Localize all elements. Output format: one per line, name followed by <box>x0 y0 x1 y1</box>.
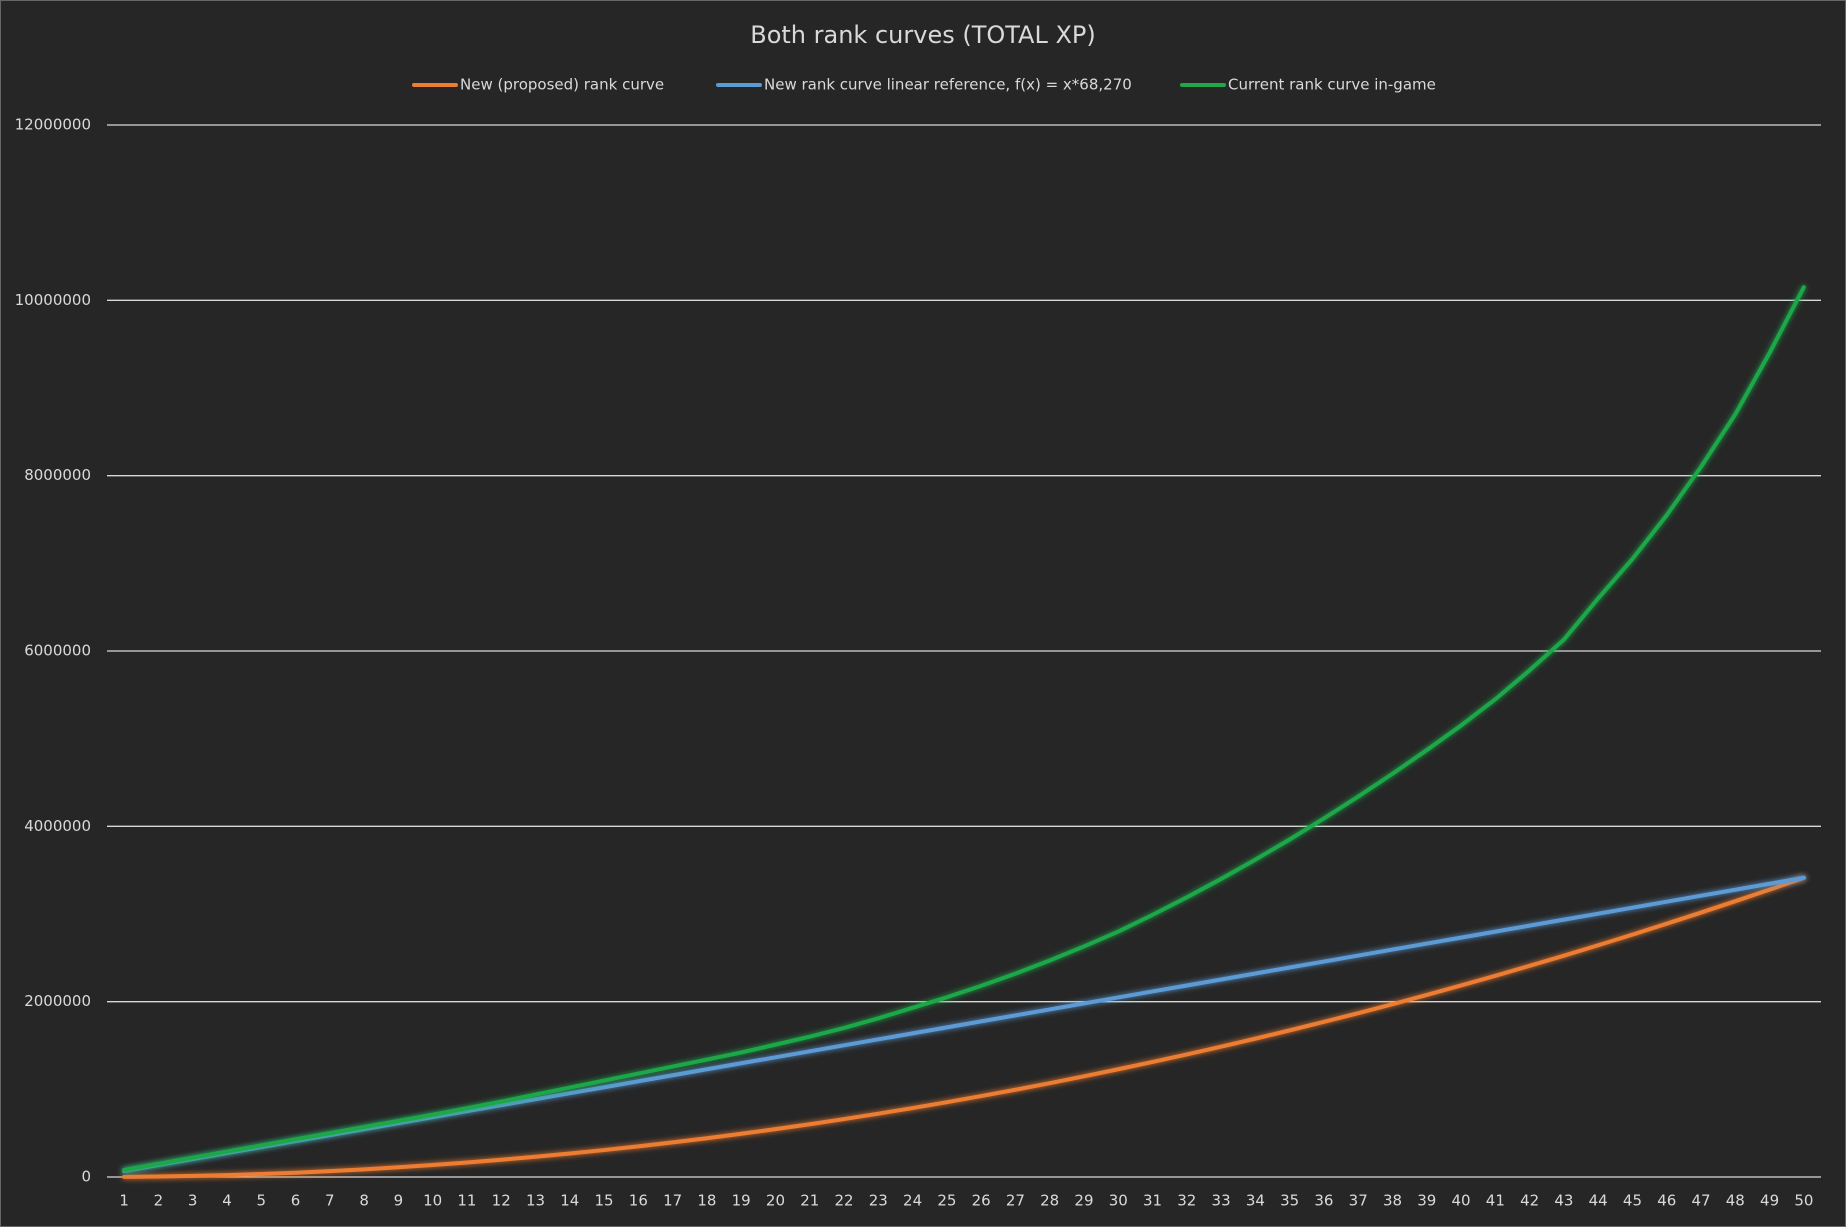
chart-title: Both rank curves (TOTAL XP) <box>750 21 1096 49</box>
series-line <box>122 285 1806 1172</box>
x-tick-label: 33 <box>1212 1192 1231 1210</box>
x-tick-label: 7 <box>325 1192 335 1210</box>
x-tick-label: 25 <box>937 1192 956 1210</box>
x-tick-label: 1 <box>119 1192 129 1210</box>
x-tick-label: 18 <box>697 1192 716 1210</box>
x-tick-label: 17 <box>663 1192 682 1210</box>
x-tick-label: 8 <box>359 1192 369 1210</box>
x-tick-label: 5 <box>256 1192 266 1210</box>
x-tick-label: 10 <box>423 1192 442 1210</box>
x-tick-label: 4 <box>222 1192 232 1210</box>
x-tick-label: 41 <box>1486 1192 1505 1210</box>
x-tick-label: 42 <box>1520 1192 1539 1210</box>
x-tick-label: 34 <box>1246 1192 1265 1210</box>
series-line <box>122 875 1806 1179</box>
x-tick-label: 43 <box>1554 1192 1573 1210</box>
x-tick-label: 13 <box>526 1192 545 1210</box>
y-tick-label: 0 <box>81 1168 91 1186</box>
x-tick-label: 29 <box>1074 1192 1093 1210</box>
x-tick-label: 23 <box>869 1192 888 1210</box>
x-tick-label: 19 <box>732 1192 751 1210</box>
series-line <box>122 875 1806 1174</box>
x-tick-label: 44 <box>1589 1192 1608 1210</box>
x-tick-label: 11 <box>457 1192 476 1210</box>
x-tick-label: 20 <box>766 1192 785 1210</box>
y-tick-label: 6000000 <box>24 642 91 660</box>
x-tick-label: 37 <box>1349 1192 1368 1210</box>
legend-label: New (proposed) rank curve <box>460 76 664 94</box>
legend-label: Current rank curve in-game <box>1228 76 1436 94</box>
x-tick-label: 49 <box>1760 1192 1779 1210</box>
x-tick-label: 26 <box>972 1192 991 1210</box>
x-tick-label: 35 <box>1280 1192 1299 1210</box>
x-tick-label: 32 <box>1177 1192 1196 1210</box>
x-tick-label: 9 <box>394 1192 404 1210</box>
y-tick-label: 2000000 <box>24 992 91 1010</box>
x-tick-label: 38 <box>1383 1192 1402 1210</box>
x-tick-label: 47 <box>1691 1192 1710 1210</box>
y-tick-label: 8000000 <box>24 466 91 484</box>
x-tick-label: 2 <box>154 1192 164 1210</box>
y-tick-label: 12000000 <box>15 116 91 134</box>
x-tick-label: 15 <box>595 1192 614 1210</box>
x-tick-label: 31 <box>1143 1192 1162 1210</box>
x-tick-label: 22 <box>834 1192 853 1210</box>
x-tick-label: 6 <box>291 1192 301 1210</box>
x-tick-label: 14 <box>560 1192 579 1210</box>
x-tick-label: 21 <box>800 1192 819 1210</box>
x-tick-label: 39 <box>1417 1192 1436 1210</box>
x-tick-label: 28 <box>1040 1192 1059 1210</box>
y-tick-label: 10000000 <box>15 291 91 309</box>
x-tick-label: 40 <box>1452 1192 1471 1210</box>
x-tick-label: 16 <box>629 1192 648 1210</box>
legend-label: New rank curve linear reference, f(x) = … <box>764 76 1132 94</box>
x-tick-label: 46 <box>1657 1192 1676 1210</box>
x-tick-label: 36 <box>1314 1192 1333 1210</box>
x-tick-label: 45 <box>1623 1192 1642 1210</box>
x-tick-label: 24 <box>903 1192 922 1210</box>
y-tick-label: 4000000 <box>24 817 91 835</box>
x-tick-label: 12 <box>492 1192 511 1210</box>
x-tick-label: 30 <box>1109 1192 1128 1210</box>
x-tick-label: 27 <box>1006 1192 1025 1210</box>
x-tick-label: 48 <box>1726 1192 1745 1210</box>
x-tick-label: 3 <box>188 1192 198 1210</box>
x-tick-label: 50 <box>1794 1192 1813 1210</box>
